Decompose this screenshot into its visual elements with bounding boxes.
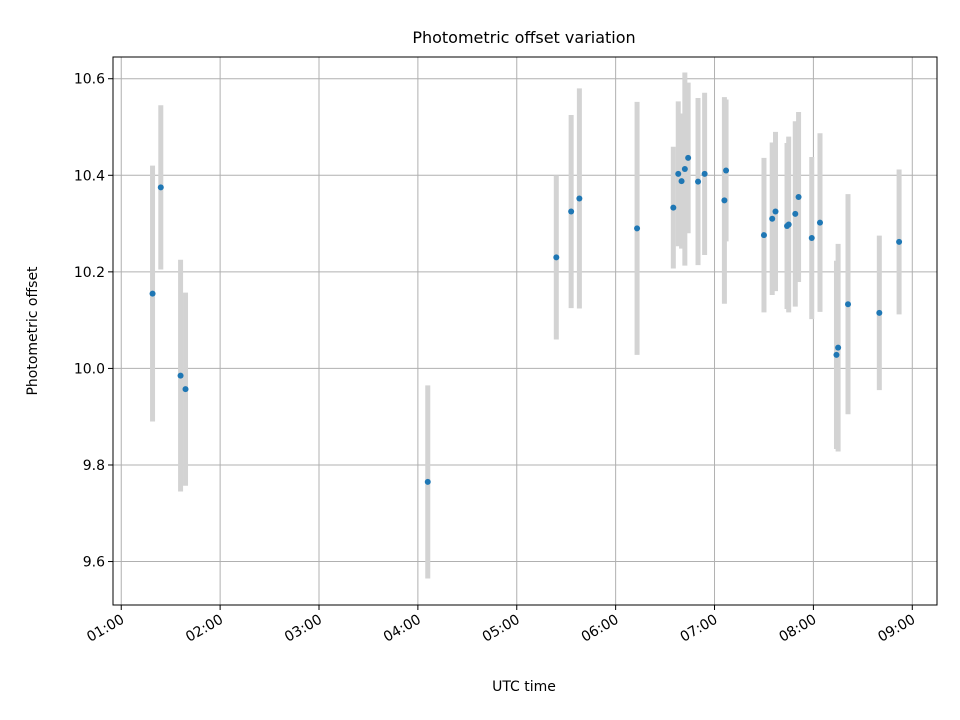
data-point <box>701 170 708 177</box>
data-point <box>553 254 560 261</box>
data-point <box>149 290 156 297</box>
data-point <box>681 166 688 173</box>
data-point <box>845 301 852 308</box>
data-point <box>808 235 815 242</box>
data-point <box>675 170 682 177</box>
data-point <box>576 195 583 202</box>
data-point <box>795 194 802 201</box>
data-point <box>678 178 685 185</box>
data-point <box>634 225 641 232</box>
data-point <box>721 197 728 204</box>
data-point <box>424 478 431 485</box>
data-point <box>157 184 164 191</box>
data-point <box>896 238 903 245</box>
y-tick-label: 9.6 <box>83 555 105 571</box>
data-point <box>785 221 792 228</box>
y-tick-label: 10.2 <box>74 265 105 281</box>
data-point <box>695 178 702 185</box>
data-point <box>835 344 842 351</box>
data-points <box>149 154 903 485</box>
data-point <box>833 351 840 358</box>
y-tick-label: 9.8 <box>83 458 105 474</box>
y-axis-ticks: 9.6 9.8 10.0 10.2 10.4 10.6 <box>74 72 113 571</box>
data-point <box>769 215 776 222</box>
y-tick-label: 10.4 <box>74 168 105 184</box>
data-point <box>876 309 883 316</box>
data-point <box>568 208 575 215</box>
data-point <box>182 386 189 393</box>
y-axis-label: Photometric offset <box>25 266 41 396</box>
data-point <box>685 154 692 161</box>
chart-title: Photometric offset variation <box>412 28 635 47</box>
data-point <box>670 204 677 211</box>
data-point <box>792 210 799 217</box>
x-axis-label: UTC time <box>492 679 556 695</box>
data-point <box>816 219 823 226</box>
data-point <box>723 167 730 174</box>
y-tick-label: 10.6 <box>74 72 105 88</box>
plot-area-frame <box>112 56 938 606</box>
data-point <box>760 232 767 239</box>
data-point <box>772 208 779 215</box>
y-tick-label: 10.0 <box>74 361 105 377</box>
data-point <box>177 372 184 379</box>
